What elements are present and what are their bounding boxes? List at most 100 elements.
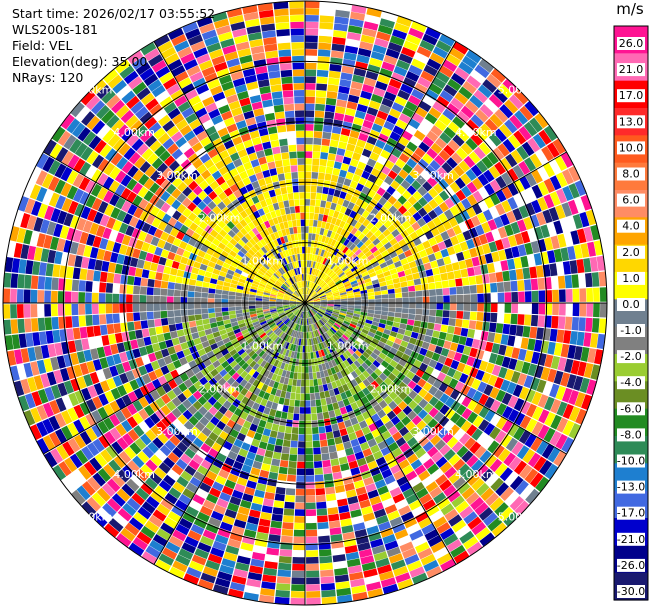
velocity-gate bbox=[120, 187, 132, 200]
velocity-gate bbox=[165, 339, 174, 348]
velocity-gate bbox=[167, 423, 179, 435]
velocity-gate bbox=[289, 303, 297, 306]
velocity-gate bbox=[529, 326, 538, 339]
velocity-gate bbox=[94, 259, 103, 271]
velocity-gate bbox=[148, 270, 157, 280]
velocity-gate bbox=[288, 461, 297, 469]
velocity-gate bbox=[163, 457, 176, 469]
velocity-gate bbox=[439, 527, 455, 541]
velocity-gate bbox=[346, 31, 361, 41]
velocity-gate bbox=[537, 277, 545, 290]
velocity-gate bbox=[314, 344, 318, 352]
velocity-gate bbox=[333, 297, 341, 300]
velocity-gate bbox=[298, 317, 301, 325]
velocity-gate bbox=[333, 161, 342, 170]
velocity-gate bbox=[289, 299, 297, 302]
velocity-gate bbox=[308, 267, 311, 275]
velocity-gate bbox=[193, 337, 202, 346]
velocity-gate bbox=[504, 303, 512, 313]
velocity-gate bbox=[415, 303, 423, 309]
velocity-gate bbox=[534, 113, 549, 129]
velocity-gate bbox=[262, 298, 270, 302]
velocity-gate bbox=[50, 448, 64, 464]
velocity-gate bbox=[283, 318, 290, 324]
velocity-gate bbox=[176, 203, 187, 214]
velocity-gate bbox=[327, 360, 334, 369]
velocity-gate bbox=[339, 79, 352, 88]
velocity-gate bbox=[522, 326, 531, 338]
velocity-gate bbox=[406, 255, 415, 263]
velocity-gate bbox=[153, 311, 161, 319]
velocity-gate bbox=[133, 312, 141, 321]
velocity-gate bbox=[466, 454, 479, 468]
velocity-gate bbox=[418, 398, 429, 409]
velocity-gate bbox=[154, 228, 164, 239]
velocity-gate bbox=[390, 464, 402, 475]
velocity-gate bbox=[495, 189, 507, 203]
velocity-gate bbox=[339, 134, 349, 143]
velocity-gate bbox=[283, 306, 290, 309]
velocity-gate bbox=[235, 384, 244, 393]
velocity-gate bbox=[330, 50, 344, 59]
velocity-gate bbox=[391, 229, 400, 238]
velocity-gate bbox=[369, 495, 382, 506]
velocity-gate bbox=[361, 341, 370, 348]
velocity-gate bbox=[287, 289, 293, 294]
velocity-gate bbox=[321, 404, 329, 413]
velocity-gate bbox=[239, 219, 248, 228]
velocity-gate bbox=[343, 441, 352, 450]
velocity-gate bbox=[327, 280, 334, 286]
velocity-gate bbox=[341, 65, 354, 75]
velocity-gate bbox=[431, 244, 440, 253]
velocity-gate bbox=[368, 100, 381, 110]
velocity-gate bbox=[310, 317, 314, 324]
velocity-gate bbox=[314, 110, 325, 118]
velocity-gate bbox=[305, 158, 312, 165]
velocity-gate bbox=[76, 376, 87, 390]
velocity-gate bbox=[203, 276, 211, 283]
velocity-gate bbox=[109, 193, 120, 207]
velocity-gate bbox=[66, 170, 79, 185]
velocity-gate bbox=[307, 345, 311, 353]
velocity-gate bbox=[351, 585, 367, 595]
velocity-gate bbox=[434, 281, 443, 289]
velocity-gate bbox=[146, 303, 154, 312]
velocity-gate bbox=[256, 292, 263, 297]
velocity-gate bbox=[203, 358, 212, 368]
velocity-gate bbox=[319, 307, 327, 311]
velocity-gate bbox=[61, 150, 74, 166]
velocity-gate bbox=[78, 292, 86, 303]
velocity-gate bbox=[337, 317, 344, 323]
velocity-gate bbox=[278, 562, 292, 571]
velocity-gate bbox=[466, 238, 475, 250]
velocity-gate bbox=[149, 140, 162, 153]
velocity-gate bbox=[364, 338, 372, 345]
velocity-gate bbox=[207, 553, 223, 564]
velocity-gate bbox=[402, 303, 409, 308]
velocity-gate bbox=[516, 145, 529, 160]
velocity-gate bbox=[374, 294, 382, 300]
velocity-gate bbox=[172, 177, 183, 188]
velocity-gate bbox=[340, 294, 348, 298]
velocity-gate bbox=[241, 303, 249, 307]
velocity-gate bbox=[85, 95, 101, 111]
velocity-gate bbox=[591, 318, 600, 333]
velocity-gate bbox=[306, 274, 308, 281]
velocity-gate bbox=[321, 589, 336, 598]
velocity-gate bbox=[115, 232, 125, 244]
velocity-gate bbox=[506, 210, 517, 224]
velocity-gate bbox=[281, 528, 294, 537]
velocity-gate bbox=[182, 234, 191, 244]
velocity-gate bbox=[369, 328, 377, 334]
velocity-gate bbox=[252, 266, 260, 273]
velocity-gate bbox=[326, 338, 332, 346]
velocity-gate bbox=[454, 381, 465, 392]
velocity-gate bbox=[382, 583, 399, 595]
velocity-gate bbox=[252, 235, 260, 244]
velocity-gate bbox=[49, 400, 61, 415]
velocity-gate bbox=[132, 303, 140, 313]
velocity-gate bbox=[60, 182, 72, 197]
velocity-gate bbox=[436, 372, 447, 382]
velocity-gate bbox=[242, 244, 251, 252]
velocity-gate bbox=[454, 213, 465, 225]
